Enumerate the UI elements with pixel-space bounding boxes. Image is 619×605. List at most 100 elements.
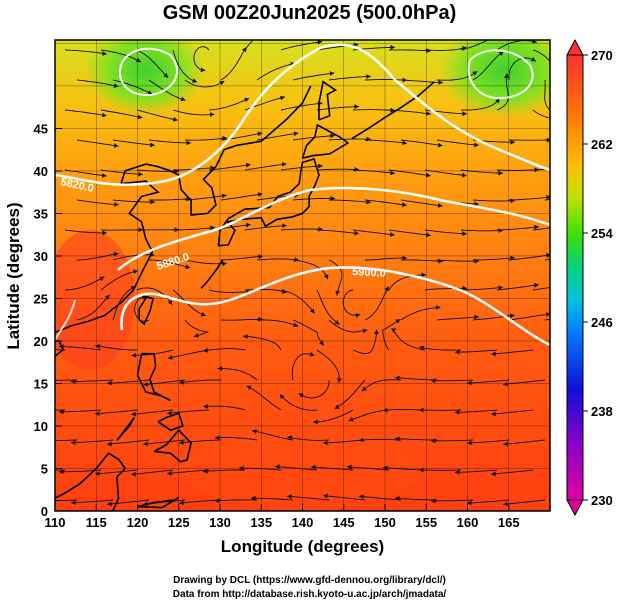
streamline-arrow (419, 345, 425, 351)
streamline-arrow (107, 501, 112, 507)
streamline (365, 257, 407, 261)
streamline (149, 198, 192, 201)
streamline (208, 289, 251, 293)
streamline-arrow (203, 348, 208, 353)
streamline (55, 439, 78, 441)
streamline (71, 379, 114, 383)
lat-lon-grid (55, 40, 550, 511)
streamline (76, 199, 119, 206)
streamline (316, 289, 340, 325)
streamline (292, 197, 335, 201)
streamline-arrow (554, 111, 559, 116)
streamline (491, 409, 534, 415)
streamline (179, 499, 222, 504)
streamline (392, 328, 426, 351)
x-axis-ticks: 110 115 120 125 130 135 140 145 150 155 … (45, 504, 520, 530)
colorbar-tick: 246 (583, 315, 613, 330)
streamline-arrow (258, 316, 263, 322)
streamline (214, 499, 257, 502)
streamline-arrow (437, 142, 443, 148)
streamline-arrow (335, 290, 340, 296)
streamline-arrow (239, 465, 244, 471)
streamline (202, 469, 245, 472)
streamline (64, 49, 107, 55)
streamline (334, 379, 366, 410)
streamline-arrow (348, 417, 354, 422)
streamline (172, 49, 198, 83)
streamline (383, 467, 426, 471)
streamline-arrow (279, 394, 285, 400)
streamline (316, 229, 359, 235)
streamline-arrow (354, 230, 359, 236)
streamline-arrow (354, 167, 359, 172)
streamline-arrow (438, 80, 443, 85)
streamline-arrow (71, 440, 76, 445)
streamline (100, 49, 142, 63)
streamline-arrow (252, 429, 257, 434)
streamline (291, 353, 315, 381)
streamline (328, 259, 343, 296)
streamline-arrow (383, 407, 388, 413)
streamline-arrow (35, 438, 40, 443)
streamline-arrow (530, 57, 536, 62)
colorbar-tick: 270 (583, 48, 613, 63)
streamline (64, 276, 105, 291)
streamline (508, 313, 550, 321)
streamline (292, 259, 329, 280)
streamline (313, 409, 354, 423)
streamline-arrow (215, 435, 220, 440)
streamline-arrow (107, 441, 112, 447)
streamline (430, 439, 474, 442)
streamline-arrow (310, 308, 315, 314)
streamline-arrow (545, 312, 550, 317)
streamline (167, 409, 210, 414)
streamline-arrow (395, 496, 400, 501)
streamline (532, 109, 550, 119)
streamline-arrow (354, 104, 359, 110)
svg-text:20: 20 (34, 334, 48, 349)
streamline-arrow (59, 409, 64, 415)
streamline (71, 499, 114, 504)
streamline-arrow (293, 131, 299, 137)
y-tick: 20 (34, 334, 62, 349)
colorbar-tick: 238 (583, 404, 613, 419)
streamline (496, 169, 540, 171)
svg-text:115: 115 (86, 515, 107, 530)
streamline-arrow (462, 172, 467, 178)
colorbar-tick: 230 (583, 493, 613, 508)
streamline (424, 46, 467, 51)
streamline-arrow (246, 385, 252, 391)
streamline-arrow (167, 300, 173, 305)
streamline (400, 259, 444, 262)
streamline (217, 368, 258, 381)
streamline (287, 495, 330, 501)
contour-5880 (117, 186, 550, 271)
streamline (395, 377, 438, 381)
svg-text:254: 254 (591, 226, 613, 241)
streamline-arrow (426, 111, 431, 116)
streamline-arrow (419, 407, 424, 413)
streamline (430, 499, 474, 502)
streamline (455, 469, 498, 473)
streamline-arrow (546, 253, 550, 258)
colorbar-top-arrow (566, 38, 584, 56)
streamline (58, 409, 102, 413)
svg-text:0: 0 (41, 504, 48, 519)
y-tick: 25 (34, 292, 62, 307)
streamline-arrow (426, 232, 431, 238)
streamline (220, 46, 247, 81)
streamline (76, 294, 110, 321)
streamline (455, 349, 498, 353)
streamline (436, 71, 478, 81)
streamline-arrow (203, 468, 208, 474)
streamline-arrow (95, 344, 100, 349)
streamline (292, 319, 325, 346)
streamline (364, 199, 407, 206)
streamline-arrow (467, 440, 472, 446)
streamline-arrow (323, 493, 328, 499)
streamline-arrow (150, 199, 155, 205)
x-tick: 125 (168, 504, 190, 530)
contour-5900 (120, 266, 550, 347)
coastline-segment (351, 81, 436, 140)
svg-text:35: 35 (34, 207, 48, 222)
